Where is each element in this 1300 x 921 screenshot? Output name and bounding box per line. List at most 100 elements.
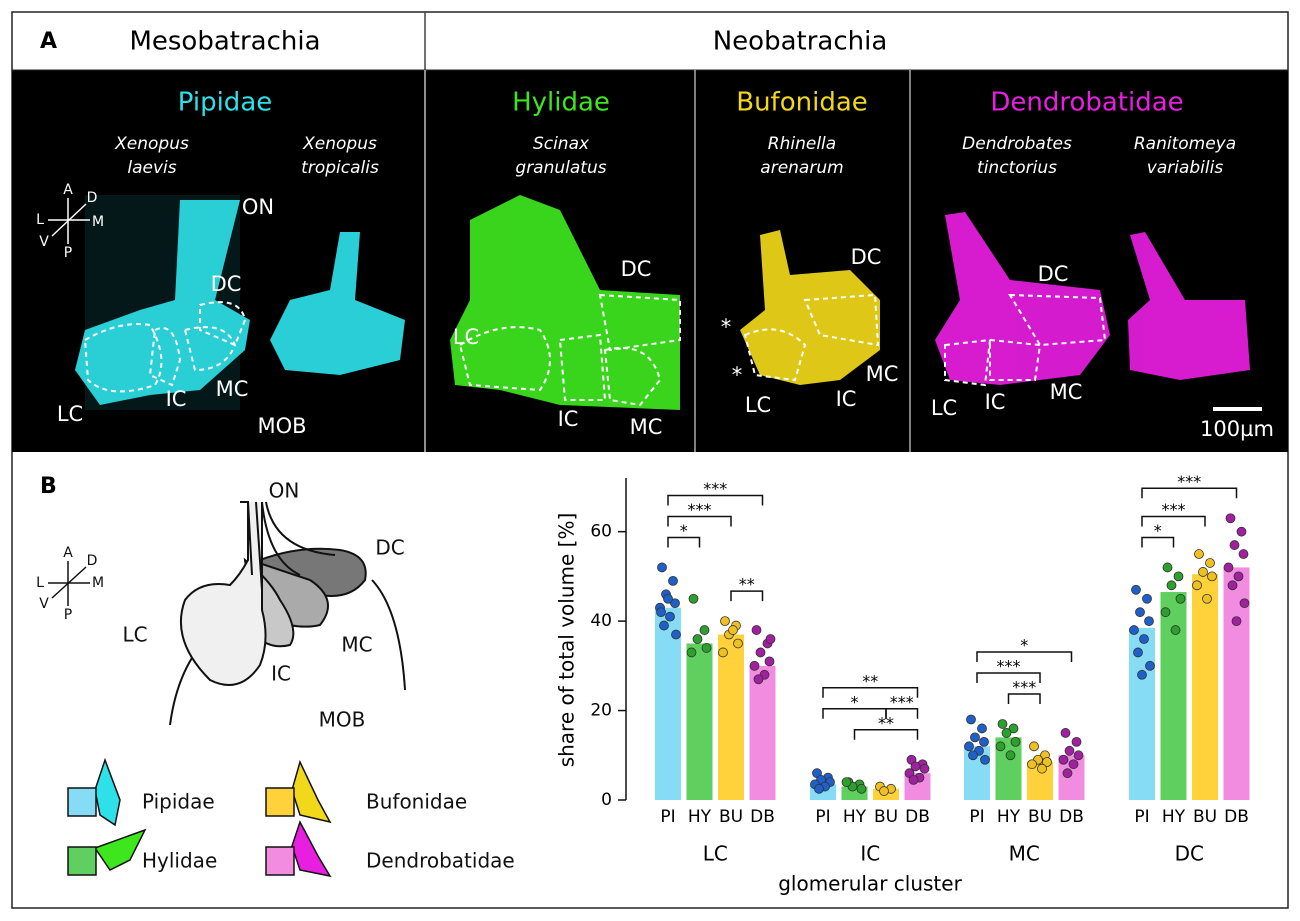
bar-label: BU <box>1193 807 1217 827</box>
genus: Ranitomeya <box>1134 134 1236 154</box>
epithet: arenarum <box>760 158 843 178</box>
bar-label: DB <box>1224 807 1249 827</box>
legend-swatch <box>67 787 97 817</box>
data-point <box>1202 593 1212 604</box>
significance-label: ** <box>862 671 878 690</box>
data-point <box>856 783 867 794</box>
data-point <box>879 786 889 796</box>
data-point <box>1133 647 1143 658</box>
epithet: laevis <box>127 158 176 178</box>
region-label: DC <box>211 272 242 296</box>
bar <box>655 607 681 800</box>
data-point <box>1060 728 1071 738</box>
y-tick-label: 0 <box>601 790 612 810</box>
legend-label: Pipidae <box>142 790 215 814</box>
family-name: Dendrobatidae <box>990 88 1183 118</box>
region-label: ON <box>269 479 300 503</box>
data-point <box>733 638 743 649</box>
significance-bracket <box>667 536 701 548</box>
significance-label: * <box>680 521 688 540</box>
data-point <box>670 598 680 609</box>
legend-label: Bufonidae <box>366 790 467 814</box>
data-point <box>997 719 1008 729</box>
data-point <box>1175 593 1186 604</box>
orientation-label: A <box>63 182 73 198</box>
data-point <box>665 611 675 622</box>
significance-bracket <box>730 590 764 602</box>
bar-label: BU <box>719 807 743 827</box>
region-label: MOB <box>319 708 366 732</box>
genus: Xenopus <box>302 134 377 154</box>
outlines <box>83 293 1107 407</box>
data-point <box>663 593 673 604</box>
genus: Xenopus <box>114 134 189 154</box>
orientation-label: V <box>39 234 49 250</box>
significance-label: *** <box>688 500 712 519</box>
orientation-label: L <box>36 212 44 228</box>
orientation-label: D <box>87 553 98 569</box>
orientation-axes <box>48 198 90 244</box>
category-label: DC <box>1175 842 1204 866</box>
data-point <box>755 647 766 658</box>
data-point <box>1160 607 1171 618</box>
data-point <box>1207 571 1217 582</box>
legend-label: Dendrobatidae <box>366 849 515 873</box>
data-point <box>699 625 710 635</box>
region-label: DC <box>851 245 882 269</box>
significance-label: *** <box>703 479 727 498</box>
significance-bracket <box>667 494 764 506</box>
data-point <box>1145 660 1155 671</box>
data-point <box>1008 723 1019 734</box>
data-point <box>1135 607 1145 618</box>
scale-label: 100µm <box>1200 417 1274 441</box>
family-name: Hylidae <box>512 88 610 118</box>
orientation-label: D <box>87 190 98 206</box>
epithet: tropicalis <box>301 158 379 178</box>
orientation-label: P <box>64 245 72 261</box>
data-point <box>1229 540 1240 550</box>
data-point <box>908 774 919 785</box>
significance-label: *** <box>890 692 914 711</box>
data-point <box>1205 558 1215 568</box>
data-point <box>1192 580 1202 591</box>
significance-label: *** <box>1012 677 1036 696</box>
data-point <box>966 714 976 725</box>
data-point <box>686 647 697 658</box>
bar-label: PI <box>969 807 984 827</box>
region-label: MC <box>630 415 663 439</box>
data-point <box>751 625 762 635</box>
region-label: DC <box>621 257 652 281</box>
significance-label: *** <box>1162 500 1186 519</box>
data-point <box>1058 754 1069 765</box>
bar-label: DB <box>905 807 930 827</box>
data-point <box>1062 768 1073 779</box>
data-point <box>1170 625 1181 635</box>
data-point <box>1073 750 1084 761</box>
data-point <box>1162 562 1173 573</box>
legend-icons <box>93 757 332 878</box>
significance-label: *** <box>1177 472 1201 491</box>
bar-label: DB <box>750 807 775 827</box>
data-point <box>841 777 852 788</box>
region-label: IC <box>985 390 1006 414</box>
bar-label: BU <box>874 807 898 827</box>
orientation-label: V <box>39 596 49 612</box>
orientation-label: M <box>92 214 104 230</box>
data-point <box>1131 584 1141 595</box>
bar-label: PI <box>815 807 830 827</box>
orientation-label: A <box>63 545 73 561</box>
significance-label: *** <box>997 656 1021 675</box>
data-point <box>1068 759 1079 770</box>
data-point <box>668 575 678 586</box>
epithet: variabilis <box>1147 158 1224 178</box>
significance-bracket <box>1141 536 1175 548</box>
data-point <box>1233 571 1244 582</box>
region-label: MC <box>866 362 899 386</box>
epithet: tinctorius <box>977 158 1057 178</box>
significance-label: ** <box>739 575 755 594</box>
region-label: MC <box>341 633 372 657</box>
data-point <box>1071 736 1082 747</box>
region-label: * <box>721 315 732 339</box>
data-point <box>977 723 987 734</box>
bar-label: HY <box>843 807 867 827</box>
